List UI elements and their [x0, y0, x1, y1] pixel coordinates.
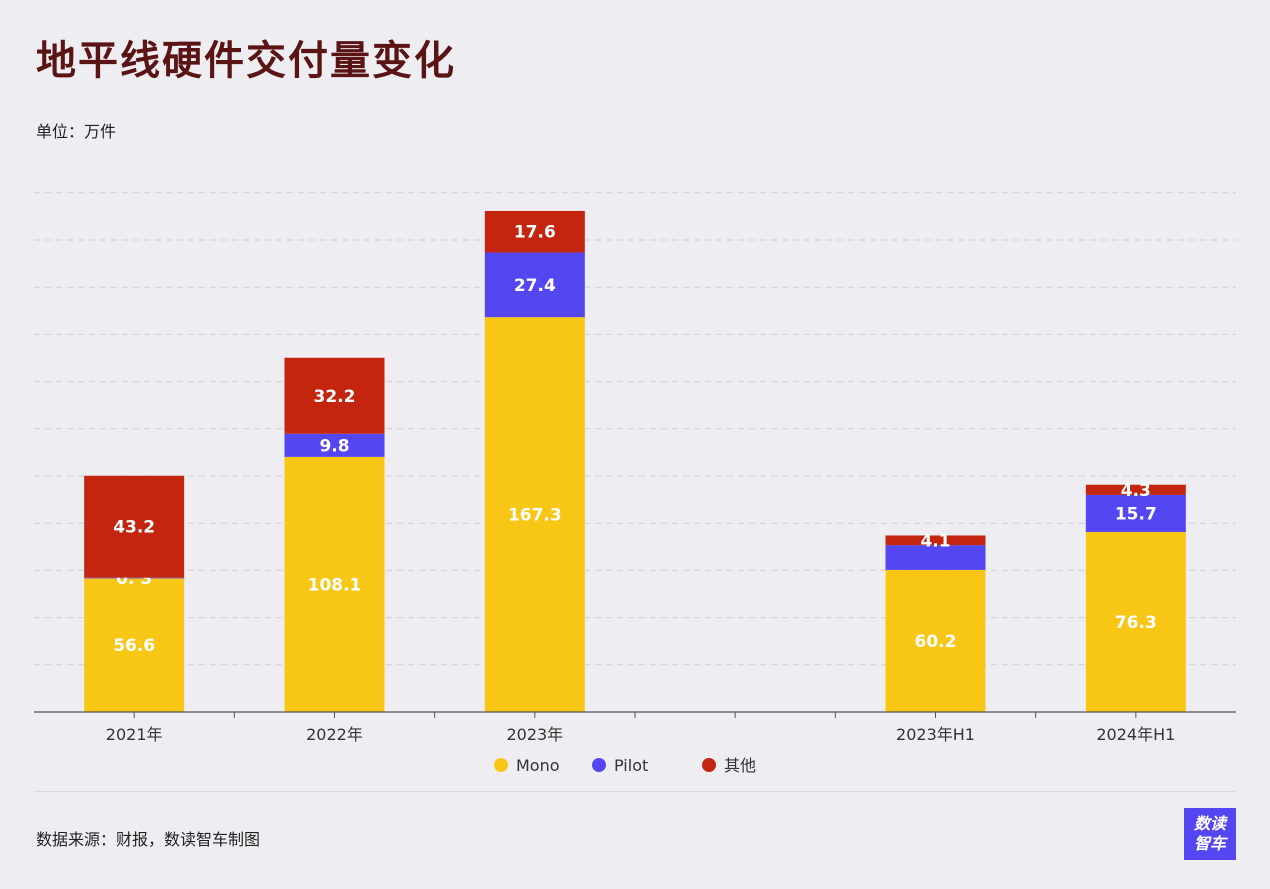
brand-logo-line1: 数读: [1193, 814, 1226, 833]
legend-swatch-other: [702, 758, 716, 772]
x-tick-label: 2022年: [306, 725, 363, 744]
bar-segment-other: [885, 535, 986, 546]
bar-segment-mono: [284, 456, 385, 712]
data-label-mono: 167.3: [508, 506, 562, 526]
legend-label-pilot: Pilot: [614, 756, 648, 775]
footer-divider: [34, 791, 1236, 792]
bar-segment-other: [284, 357, 385, 434]
bar-segment-mono: [1085, 531, 1186, 712]
unit-label: 单位：万件: [36, 122, 117, 141]
bar-segment-mono: [885, 569, 986, 712]
bar-segment-pilot: [885, 545, 986, 570]
legend-swatch-mono: [494, 758, 508, 772]
bar-segment-pilot: [1085, 494, 1186, 532]
legend-label-other: 其他: [724, 756, 756, 775]
data-label-pilot: 15.7: [1115, 504, 1157, 524]
legend-label-mono: Mono: [516, 756, 560, 775]
x-tick-label: 2023年H1: [896, 725, 975, 744]
data-label-mono: 60.2: [915, 632, 957, 652]
bar-segment-other: [84, 475, 185, 578]
bar-segment-mono: [84, 578, 185, 712]
data-label-pilot: 27.4: [514, 276, 556, 296]
data-label-other: 4.3: [1121, 481, 1151, 501]
bar-segment-pilot: [484, 252, 585, 318]
data-label-mono: 76.3: [1115, 613, 1157, 633]
data-label-other: 4.1: [920, 531, 950, 551]
bar-segment-pilot: [84, 577, 185, 579]
source-note: 数据来源：财报，数读智车制图: [36, 830, 261, 849]
bar-segment-mono: [484, 317, 585, 712]
bar-segment-pilot: [284, 433, 385, 457]
x-tick-label: 2021年: [106, 725, 163, 744]
bar-segment-other: [1085, 484, 1186, 495]
brand-logo-line2: 智车: [1193, 834, 1226, 853]
x-tick-label: 2023年: [506, 725, 563, 744]
x-tick-label: 2024年H1: [1096, 725, 1175, 744]
data-label-other: 32.2: [314, 387, 356, 407]
stacked-bar-chart: 56.60. 343.2108.19.832.2167.327.417.660.…: [34, 192, 1236, 775]
data-label-mono: 56.6: [113, 636, 155, 656]
data-label-other: 43.2: [113, 518, 155, 538]
legend-swatch-pilot: [592, 758, 606, 772]
brand-logo: 数读 智车: [1184, 808, 1236, 860]
data-label-mono: 108.1: [308, 575, 362, 595]
chart-title: 地平线硬件交付量变化: [36, 38, 456, 84]
bar-segment-other: [484, 210, 585, 253]
data-label-pilot: 9.8: [319, 436, 349, 456]
data-label-other: 17.6: [514, 223, 556, 243]
